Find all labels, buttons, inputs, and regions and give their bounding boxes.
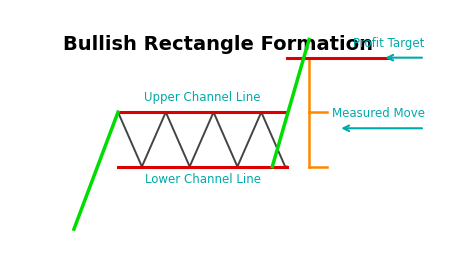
Text: Lower Channel Line: Lower Channel Line	[145, 173, 261, 186]
Text: Bullish Rectangle Formation: Bullish Rectangle Formation	[63, 35, 373, 54]
Text: Profit Target: Profit Target	[354, 37, 425, 50]
Text: Measured Move: Measured Move	[332, 107, 425, 120]
Text: Upper Channel Line: Upper Channel Line	[144, 91, 261, 104]
